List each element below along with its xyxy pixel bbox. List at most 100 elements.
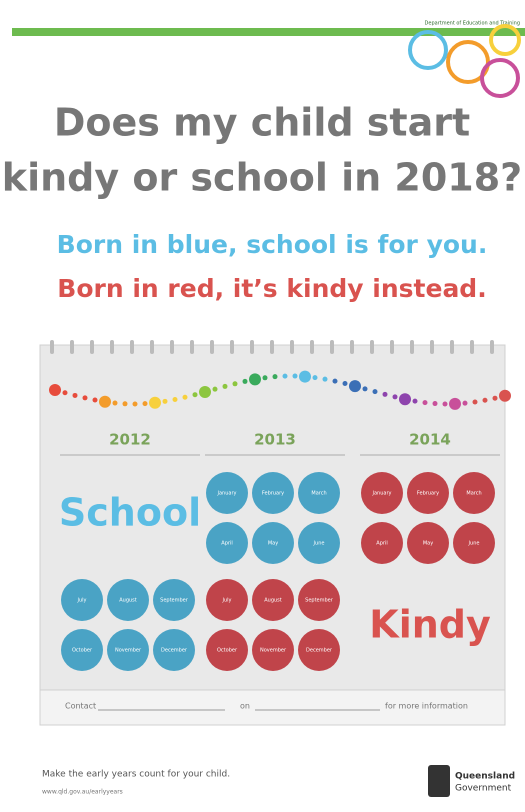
logo-line: Queensland [455,772,515,782]
wave-dot [383,392,388,397]
spiral-ring [70,340,74,354]
wave-dot [173,397,178,402]
wave-dot [233,381,238,386]
footer-tagline: Make the early years count for your chil… [42,770,230,780]
spiral-ring [490,340,494,354]
month-label: May [423,541,433,547]
month-label: June [468,541,480,547]
wave-dot [443,401,448,406]
ring [410,32,446,68]
wave-dot [49,384,61,396]
wave-dot [249,373,261,385]
month-label: October [217,648,238,654]
wave-dot [313,375,318,380]
spiral-ring [250,340,254,354]
tagline-blue: Born in blue, school is for you. [57,230,488,259]
wave-dot [149,397,161,409]
spiral-ring [270,340,274,354]
wave-dot [99,396,111,408]
month-label: April [221,541,232,547]
contact-middle: on [240,702,250,711]
month-label: March [311,491,326,497]
wave-dot [93,398,98,403]
title-line: Does my child start [54,101,470,145]
wave-dot [283,374,288,379]
wave-dot [423,400,428,405]
wave-dot [333,379,338,384]
wave-dot [299,371,311,383]
wave-dot [113,401,118,406]
wave-dot [199,386,211,398]
spiral-ring [350,340,354,354]
wave-dot [493,396,498,401]
wave-dot [163,399,168,404]
wave-dot [243,379,248,384]
column-word: School [59,491,201,535]
page: Department of Education and Training Doe… [0,0,525,812]
spiral-ring [370,340,374,354]
wave-dot [223,384,228,389]
spiral-ring [130,340,134,354]
month-label: May [268,541,278,547]
spiral-ring [170,340,174,354]
wave-dot [473,399,478,404]
wave-dot [183,395,188,400]
spiral-ring [410,340,414,354]
wave-dot [373,389,378,394]
month-label: October [72,648,93,654]
wave-dot [363,386,368,391]
wave-dot [463,401,468,406]
wave-dot [193,392,198,397]
wave-dot [293,374,298,379]
header-bar [12,28,525,36]
wave-dot [133,401,138,406]
month-label: June [313,541,325,547]
footer-url: www.qld.gov.au/earlyyears [42,789,123,796]
month-label: December [161,648,188,654]
spiral-ring [210,340,214,354]
tagline-red: Born in red, it’s kindy instead. [57,274,486,303]
wave-dot [123,401,128,406]
year: 2012 [109,431,151,449]
wave-dot [499,390,511,402]
column-word: Kindy [369,603,491,647]
wave-dot [413,399,418,404]
contact-prefix: Contact [65,702,96,711]
month-label: February [417,491,439,497]
wave-dot [323,377,328,382]
wave-dot [433,401,438,406]
spiral-ring [330,340,334,354]
contact-suffix: for more information [385,702,468,711]
month-label: January [372,491,392,497]
crest [428,765,450,797]
spiral-ring [230,340,234,354]
wave-dot [73,393,78,398]
wave-dot [343,381,348,386]
spiral-ring [90,340,94,354]
logo-rings [410,26,519,96]
wave-dot [399,393,411,405]
wave-dot [143,401,148,406]
month-label: January [217,491,237,497]
month-label: March [466,491,481,497]
spiral-ring [430,340,434,354]
wave-dot [449,398,461,410]
wave-dot [63,390,68,395]
wave-dot [273,374,278,379]
spiral-ring [50,340,54,354]
spiral-ring [450,340,454,354]
month-label: August [264,598,282,604]
logo-line: Government [455,784,512,794]
title-line: kindy or school in 2018? [2,156,522,200]
wave-dot [349,380,361,392]
month-label: November [115,648,142,654]
month-label: September [160,598,189,604]
month-label: February [262,491,284,497]
month-label: November [260,648,287,654]
month-label: September [305,598,334,604]
spiral-ring [290,340,294,354]
wave-dot [83,395,88,400]
year: 2014 [409,431,451,449]
month-label: April [376,541,387,547]
spiral-ring [190,340,194,354]
